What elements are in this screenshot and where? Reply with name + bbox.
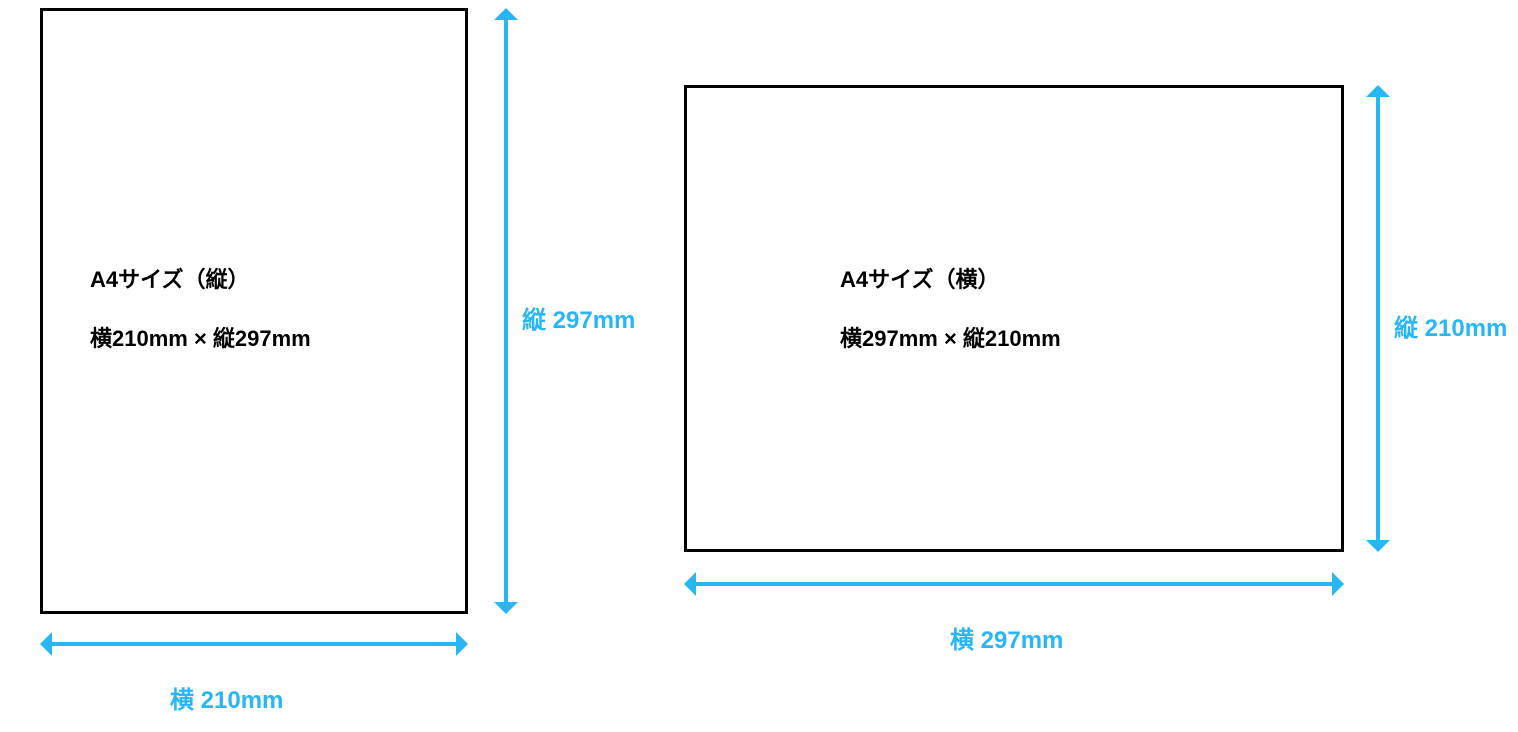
portrait-width-label: 横 210mm <box>170 680 283 715</box>
portrait-height-arrow <box>492 8 520 614</box>
a4-landscape-dimensions: 横297mm × 縦210mm <box>840 324 1061 355</box>
portrait-height-label: 縦 297mm <box>522 300 635 335</box>
landscape-width-arrow <box>684 570 1344 598</box>
a4-landscape-title: A4サイズ（横） <box>840 265 1061 296</box>
a4-landscape-text: A4サイズ（横） 横297mm × 縦210mm <box>840 265 1061 355</box>
portrait-width-arrow <box>40 630 468 658</box>
landscape-height-arrow <box>1364 85 1392 552</box>
landscape-height-label: 縦 210mm <box>1394 308 1507 343</box>
landscape-width-label: 横 297mm <box>950 620 1063 655</box>
a4-portrait-dimensions: 横210mm × 縦297mm <box>90 324 311 355</box>
a4-portrait-title: A4サイズ（縦） <box>90 265 311 296</box>
a4-portrait-text: A4サイズ（縦） 横210mm × 縦297mm <box>90 265 311 355</box>
